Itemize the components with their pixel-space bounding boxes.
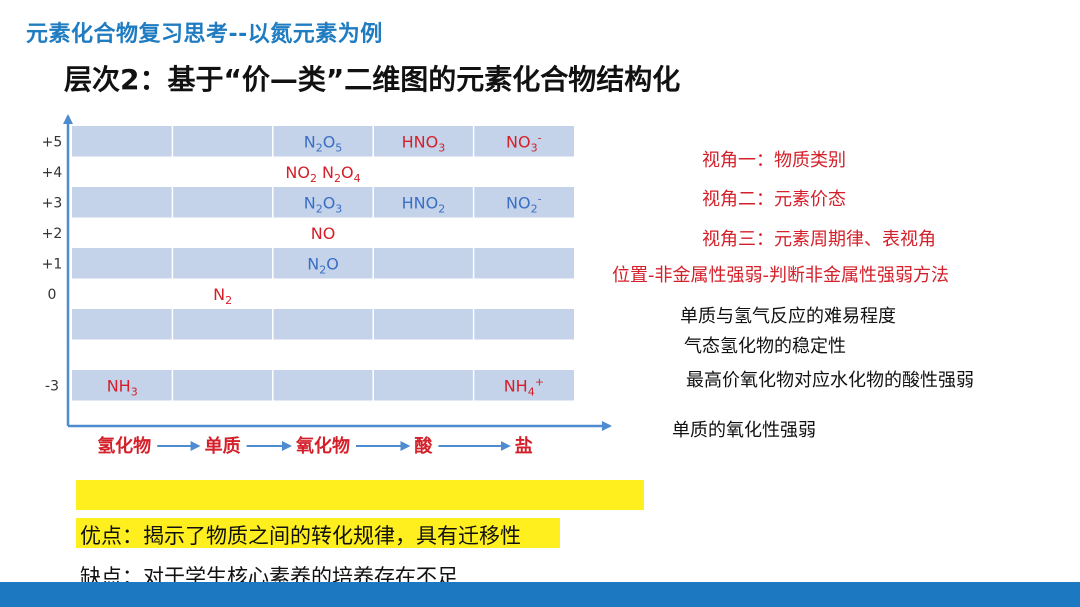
grid-band — [72, 370, 574, 401]
y-tick-label: +2 — [42, 226, 63, 242]
compound-formula: HNO3 — [402, 132, 446, 154]
method-4: 单质的氧化性强弱 — [672, 420, 816, 441]
compound-formula: NO2- — [506, 192, 542, 215]
perspective-3: 视角三：元素周期律、表视角 — [702, 229, 936, 250]
topic-title: 元素化合物复习思考--以氮元素为例 — [26, 22, 383, 47]
method-1: 单质与氢气反应的难易程度 — [680, 306, 896, 327]
y-tick-label: +5 — [42, 134, 63, 150]
grid-band — [72, 248, 574, 279]
y-tick-label: +4 — [42, 165, 63, 181]
compound-formula: N2O5 — [304, 132, 343, 154]
x-category-label: 盐 — [515, 435, 533, 457]
grid-band — [72, 126, 574, 157]
highlight-bar — [76, 480, 644, 510]
y-tick-label: 0 — [48, 287, 57, 303]
compound-formula: NH4+ — [504, 375, 544, 398]
compound-formula: NO3- — [506, 131, 542, 154]
compound-formula: N2O — [307, 254, 339, 276]
merit-text: 优点：揭示了物质之间的转化规律，具有迁移性 — [80, 524, 521, 548]
method-2: 气态氢化物的稳定性 — [684, 336, 846, 357]
method-3: 最高价氧化物对应水化物的酸性强弱 — [686, 370, 974, 391]
grid-band — [72, 187, 574, 218]
y-tick-label: +1 — [42, 256, 63, 272]
perspective-4: 位置-非金属性强弱-判断非金属性强弱方法 — [612, 265, 949, 286]
x-category-label: 氢化物 — [97, 435, 151, 457]
level-title: 层次2：基于“价—类”二维图的元素化合物结构化 — [64, 63, 681, 96]
y-tick-label: +3 — [42, 195, 63, 211]
perspective-1: 视角一：物质类别 — [702, 150, 846, 171]
compound-formula: HNO2 — [402, 193, 446, 215]
perspective-2: 视角二：元素价态 — [702, 189, 846, 210]
compound-formula: N2 — [213, 285, 232, 307]
x-category-label: 酸 — [414, 435, 433, 457]
x-category-label: 氧化物 — [295, 435, 350, 457]
compound-formula: NO — [311, 224, 336, 243]
compound-formula: NH3 — [107, 376, 138, 398]
merit-highlight — [76, 518, 560, 548]
bottom-bar — [0, 582, 1080, 607]
x-category-label: 单质 — [205, 435, 241, 457]
compound-formula: N2O3 — [304, 193, 343, 215]
grid-band — [72, 309, 574, 340]
y-tick-label: -3 — [45, 378, 59, 394]
compound-formula: NO2 N2O4 — [285, 163, 360, 185]
